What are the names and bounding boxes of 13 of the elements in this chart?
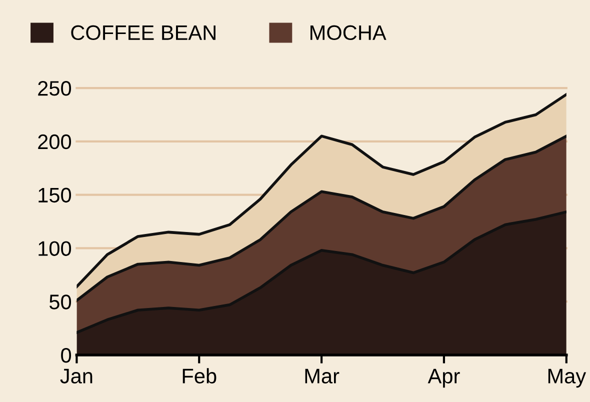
y-tick-label: 50	[50, 294, 72, 310]
x-tick-label: Feb	[182, 368, 216, 384]
y-tick-label: 100	[38, 241, 72, 256]
y-tick-label: 0	[61, 348, 72, 363]
y-tick-label: 200	[38, 134, 72, 150]
legend-label: MOCHA	[310, 25, 386, 40]
x-tick-label: Apr	[428, 368, 460, 388]
legend-label: COFFEE BEAN	[71, 25, 216, 40]
y-tick-label: 250	[38, 81, 72, 96]
y-tick-label: 150	[38, 188, 72, 203]
x-tick-label: May	[548, 368, 586, 388]
x-tick-label: Mar	[305, 368, 340, 384]
x-tick-label: Jan	[60, 368, 92, 384]
